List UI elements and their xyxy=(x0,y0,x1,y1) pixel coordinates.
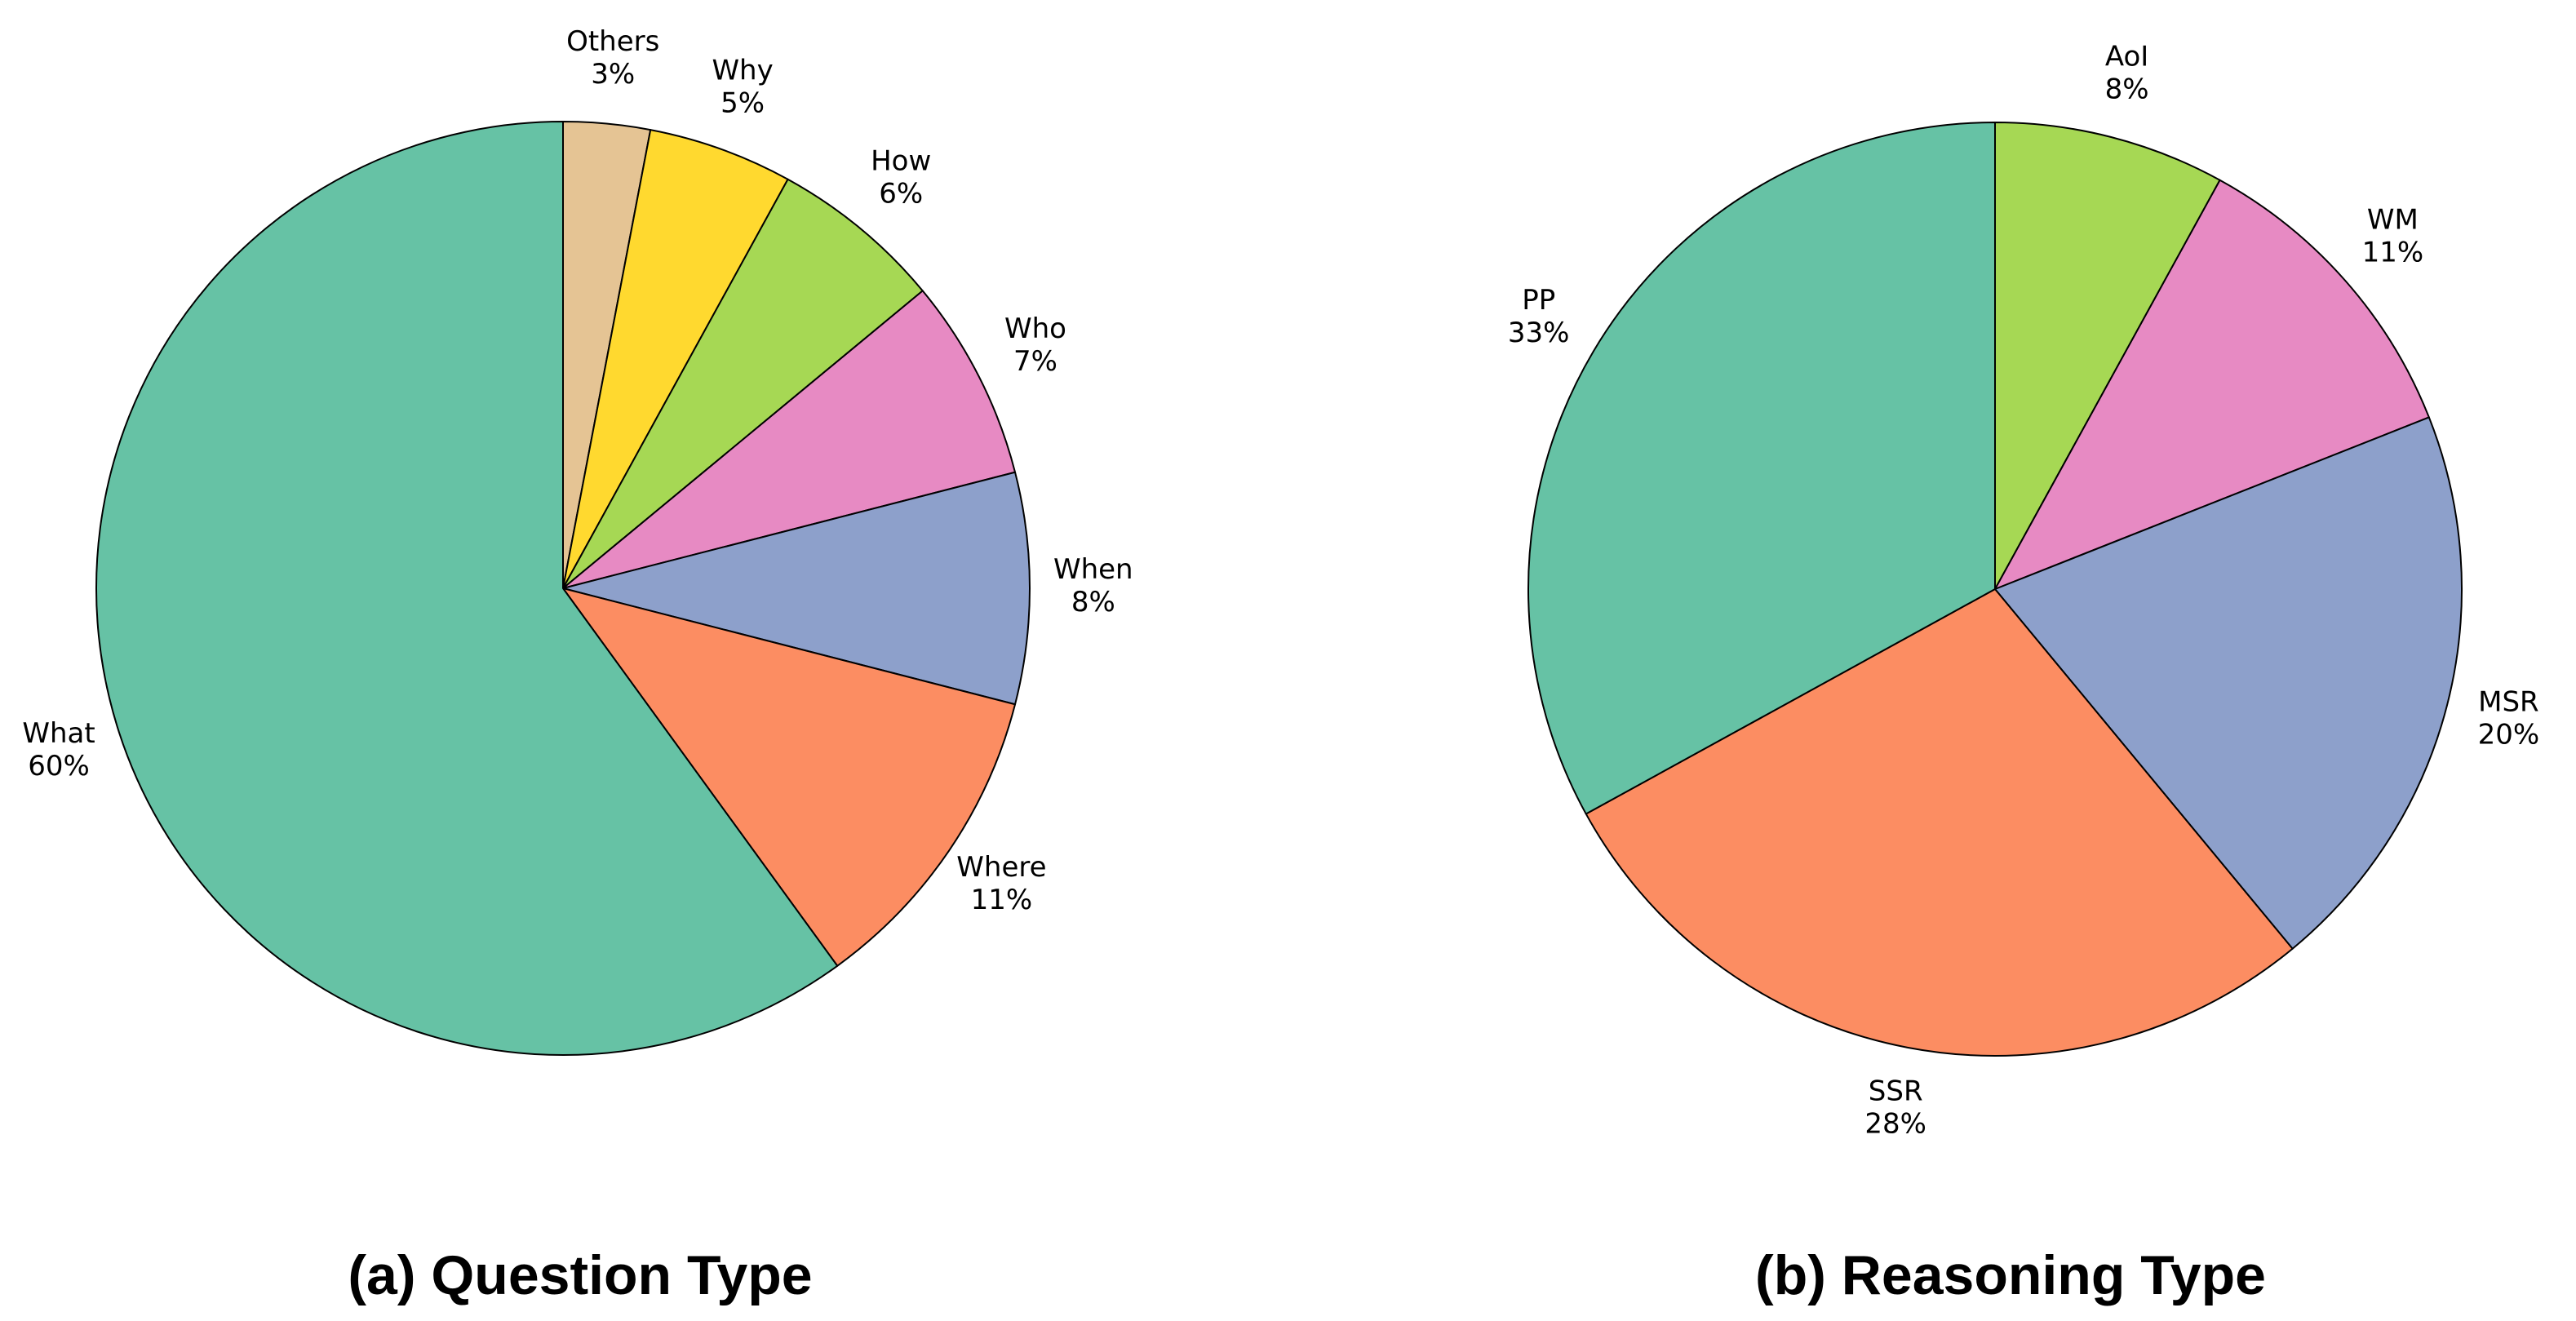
pie-label-ssr: SSR 28% xyxy=(1864,1075,1926,1140)
pie-chart-reasoning-type: AoI 8% WM 11% MSR 20% SSR 28% PP 33% xyxy=(1508,41,2539,1141)
pie-slice-how xyxy=(562,178,924,589)
pie-label-where: Where 11% xyxy=(956,851,1046,916)
pie-slice-who xyxy=(562,290,1017,589)
pie-slice-ssr xyxy=(1585,588,2294,1057)
pie-label-others: Others 3% xyxy=(566,25,659,91)
pie-label-how: How 6% xyxy=(871,144,931,210)
pie-slice-msr xyxy=(1994,416,2463,950)
pie-label-who: Who 7% xyxy=(1004,313,1066,378)
pie-label-wm: WM 11% xyxy=(2362,203,2424,268)
pie-slice-pp xyxy=(1527,122,1996,815)
caption-question-type: (a) Question Type xyxy=(348,1244,813,1306)
pie-label-pp: PP 33% xyxy=(1508,284,1570,349)
pie-slice-when xyxy=(562,471,1031,706)
caption-reasoning-type: (b) Reasoning Type xyxy=(1755,1244,2266,1306)
pie-label-msr: MSR 20% xyxy=(2478,686,2540,751)
pie-label-what: What 60% xyxy=(22,717,95,782)
pie-slice-why xyxy=(562,129,789,589)
pie-slice-wm xyxy=(1994,179,2430,590)
pie-label-why: Why 5% xyxy=(712,55,773,120)
pie-slice-where xyxy=(562,587,1017,967)
pie-slice-aoi xyxy=(1994,122,2221,590)
pie-label-aoi: AoI 8% xyxy=(2105,41,2149,106)
pie-chart-question-type: Others 3% Why 5% How 6% Who 7% When 8% Where 11% Wha… xyxy=(22,25,1133,1056)
pie-slice-what xyxy=(95,121,839,1056)
pie-label-when: When 8% xyxy=(1053,553,1133,618)
